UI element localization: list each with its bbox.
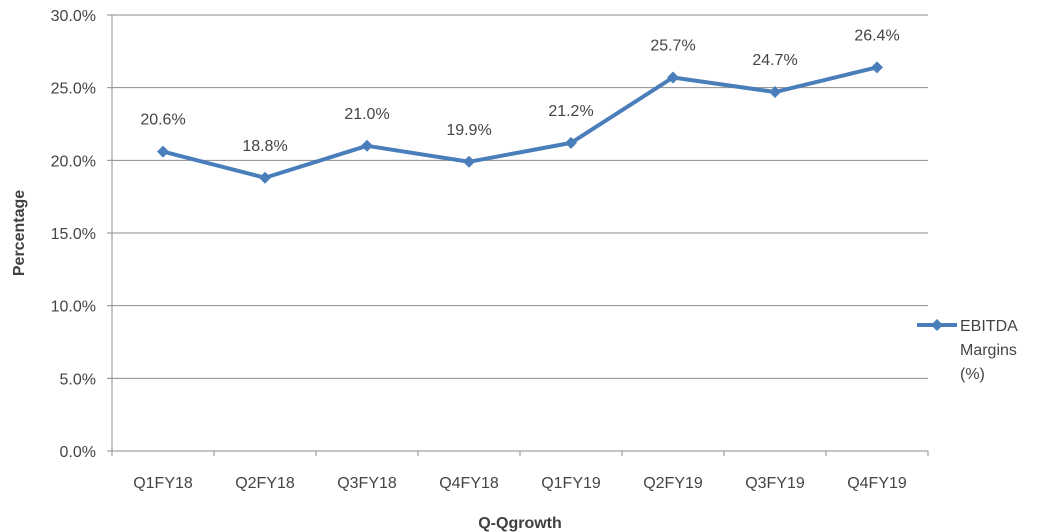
gridlines: [112, 14, 928, 379]
x-tick-label: Q1FY18: [133, 475, 193, 492]
y-tick-label: 0.0%: [60, 444, 96, 461]
data-point-marker: [259, 171, 271, 184]
data-label: 24.7%: [752, 52, 797, 69]
data-point-marker: [667, 71, 679, 84]
data-point-marker: [565, 136, 577, 149]
legend-label: EBITDA: [960, 318, 1018, 335]
data-label: 18.8%: [242, 138, 287, 155]
data-label: 21.2%: [548, 103, 593, 120]
data-labels: 20.6% 18.8% 21.0% 19.9% 21.2% 25.7% 24.7% 26.4%: [140, 27, 899, 154]
data-label: 19.9%: [446, 122, 491, 139]
series-line: [161, 65, 879, 180]
y-tick-label: 25.0%: [51, 81, 96, 98]
x-tick-label: Q2FY18: [235, 475, 295, 492]
x-tick-label: Q4FY19: [847, 475, 907, 492]
y-tick-label: 30.0%: [51, 8, 96, 25]
x-tick-label: Q1FY19: [541, 475, 601, 492]
x-tick-label: Q3FY18: [337, 475, 397, 492]
data-label: 26.4%: [854, 27, 899, 44]
data-point-marker: [871, 61, 883, 74]
legend-swatch-marker: [931, 319, 943, 331]
x-axis-title: Q-Qgrowth: [478, 515, 562, 532]
y-tick-label: 20.0%: [51, 153, 96, 170]
series-layer: [157, 61, 883, 184]
y-tick-label: 10.0%: [51, 299, 96, 316]
legend-label: Margins: [960, 342, 1017, 359]
x-tick-label: Q4FY18: [439, 475, 499, 492]
data-label: 25.7%: [650, 37, 695, 54]
axes: 0.0% 5.0% 10.0% 15.0% 20.0% 25.0% 30.0% Q1FY18 Q…: [51, 8, 929, 492]
data-point-marker: [463, 155, 475, 168]
legend: EBITDA Margins (%): [917, 318, 1018, 383]
data-point-marker: [769, 86, 781, 99]
y-axis-title: Percentage: [11, 190, 28, 276]
x-tick-label: Q3FY19: [745, 475, 805, 492]
data-label: 21.0%: [344, 106, 389, 123]
legend-label: (%): [960, 366, 985, 383]
x-tick-label: Q2FY19: [643, 475, 703, 492]
data-label: 20.6%: [140, 112, 185, 129]
y-tick-label: 15.0%: [51, 226, 96, 243]
data-point-marker: [361, 139, 373, 152]
y-tick-label: 5.0%: [60, 371, 96, 388]
data-point-marker: [157, 145, 169, 158]
